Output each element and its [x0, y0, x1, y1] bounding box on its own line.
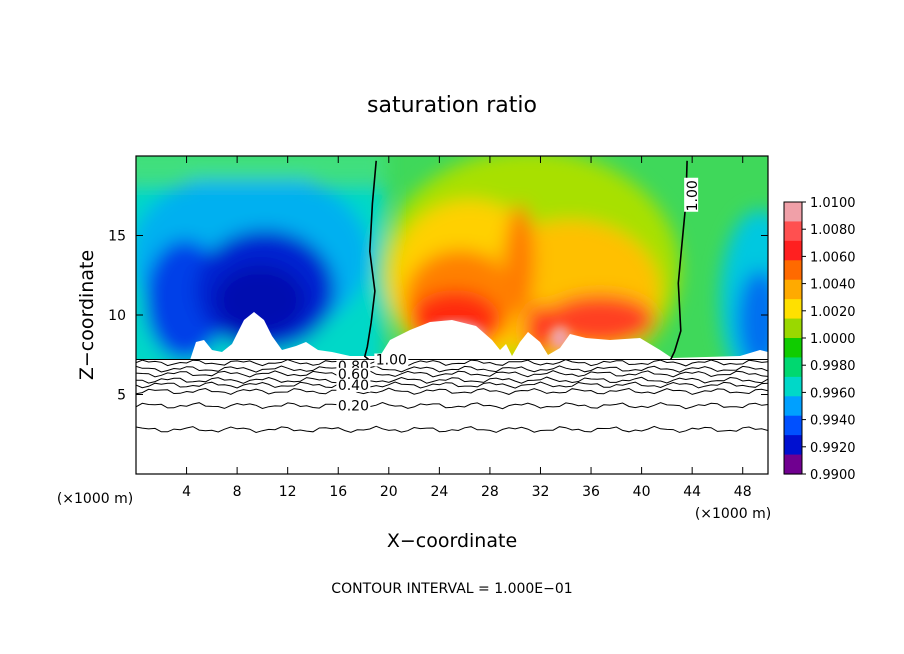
colorbar-swatch	[784, 202, 802, 223]
colorbar-swatch	[784, 240, 802, 261]
colorbar-swatch	[784, 454, 802, 475]
colorbar-swatch	[784, 396, 802, 417]
colorbar-swatch	[784, 318, 802, 339]
colorbar-swatch	[784, 357, 802, 378]
contour-line	[136, 359, 768, 367]
y-tick-label: 15	[108, 229, 126, 245]
cloud-region	[136, 312, 768, 360]
contour-label-bg	[336, 378, 371, 392]
colorbar-label: 1.0040	[810, 278, 856, 293]
colorbar-swatch	[784, 299, 802, 320]
colorbar-label: 0.9980	[810, 359, 856, 374]
contour-label: 0.40	[338, 378, 369, 394]
y-tick-label: 10	[108, 308, 126, 324]
colorbar-label: 0.9940	[810, 414, 856, 429]
colorbar-swatch	[784, 415, 802, 436]
chart-title: saturation ratio	[367, 93, 537, 118]
x-tick-label: 4	[182, 484, 191, 500]
x-tick-label: 24	[430, 484, 448, 500]
contour-label-bg	[336, 367, 371, 381]
saturation-field	[136, 156, 768, 360]
contour-label-bg	[684, 177, 699, 212]
x-tick-label: 12	[279, 484, 297, 500]
colorbar-label: 1.0100	[810, 196, 856, 211]
x-unit-right: (×1000 m)	[695, 506, 771, 522]
contour-line	[136, 425, 768, 434]
contour-label: 0.60	[338, 367, 369, 383]
colorbar-swatch	[784, 376, 802, 397]
colorbar-swatch	[784, 338, 802, 359]
contour-label: 1.00	[685, 180, 701, 211]
y-axis-label: Z−coordinate	[76, 250, 98, 380]
x-tick-label: 48	[734, 484, 752, 500]
colorbar-label: 1.0080	[810, 223, 856, 238]
contour-interval-note: CONTOUR INTERVAL = 1.000E−01	[331, 581, 572, 597]
colorbar: 1.0100 1.0080 1.0060 1.0040 1.0020 1.0000 0.99…	[783, 196, 856, 483]
x-unit-left: (×1000 m)	[57, 491, 133, 507]
x-axis-ticks: 4 8 12 16 20 24 28 32 36 40 44 48	[182, 156, 752, 500]
contour-label-bg	[336, 399, 371, 413]
contour-labels: 1.001.000.800.600.400.20	[336, 177, 701, 415]
x-tick-label: 44	[683, 484, 701, 500]
colorbar-swatch	[784, 221, 802, 242]
colorbar-label: 0.9920	[810, 441, 856, 456]
x-tick-label: 40	[633, 484, 651, 500]
contour-lines	[136, 160, 768, 434]
contour-line	[136, 365, 768, 373]
contour-label-bg	[374, 353, 409, 367]
contour-line	[136, 370, 768, 378]
x-tick-label: 20	[380, 484, 398, 500]
colorbar-label: 1.0060	[810, 250, 856, 265]
colorbar-label: 0.9960	[810, 386, 856, 401]
contour-label: 0.20	[338, 399, 369, 415]
colorbar-label: 1.0020	[810, 305, 856, 320]
colorbar-swatch	[784, 435, 802, 456]
x-tick-label: 28	[481, 484, 499, 500]
contour-line	[136, 401, 768, 410]
x-tick-label: 16	[329, 484, 347, 500]
contour-label: 1.00	[376, 353, 407, 369]
contour-line	[136, 381, 768, 389]
x-tick-label: 8	[233, 484, 242, 500]
contour-line	[136, 376, 768, 384]
y-tick-label: 5	[117, 388, 126, 404]
x-tick-label: 36	[582, 484, 600, 500]
contour-line	[136, 387, 768, 395]
saturation-one-contour	[363, 160, 377, 361]
colorbar-label: 1.0000	[810, 332, 856, 347]
colorbar-swatch	[784, 279, 802, 300]
colorbar-label: 0.9900	[810, 468, 856, 483]
y-axis-ticks: 5 10 15	[108, 229, 768, 404]
x-tick-label: 32	[532, 484, 550, 500]
x-axis-label: X−coordinate	[387, 530, 517, 552]
colorbar-swatch	[784, 260, 802, 281]
